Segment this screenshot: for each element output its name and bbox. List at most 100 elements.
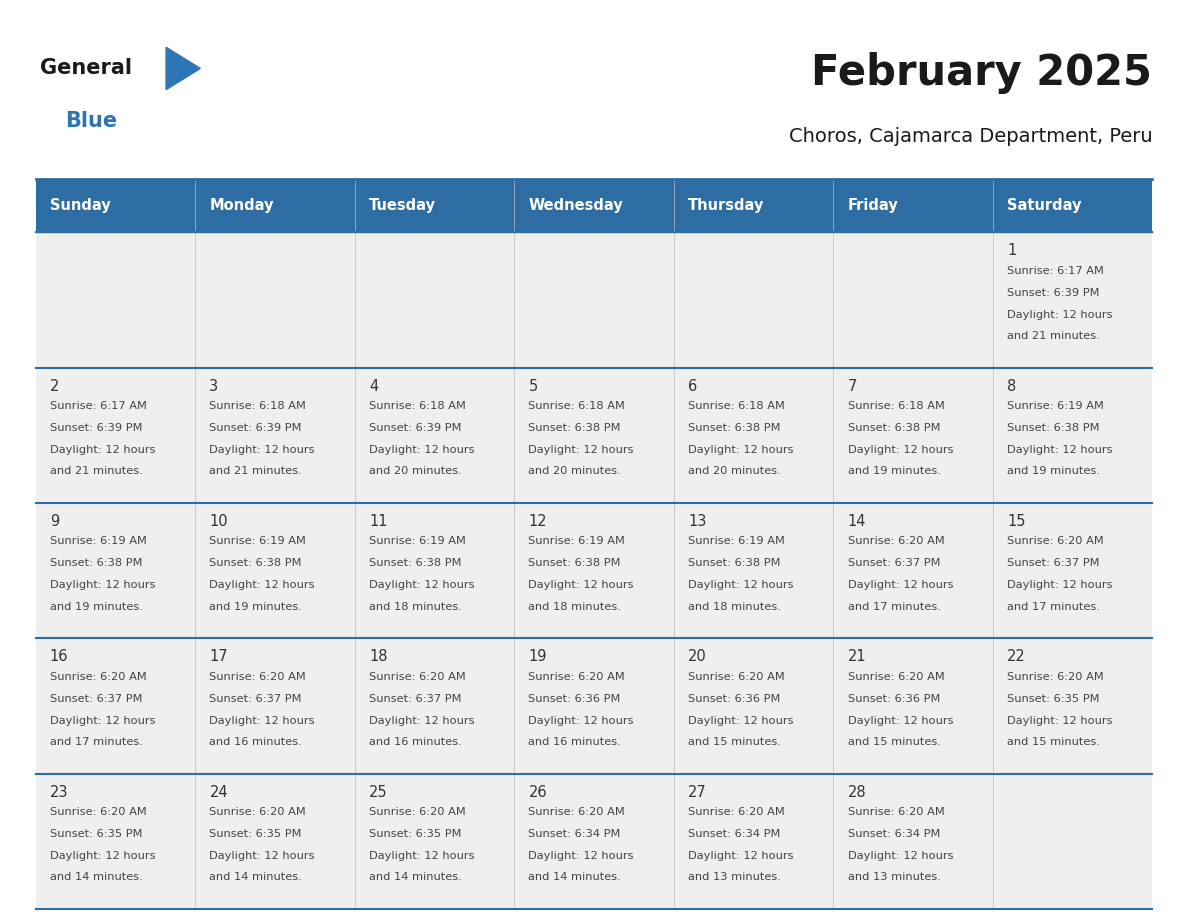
Text: and 14 minutes.: and 14 minutes. (369, 872, 462, 882)
Text: Daylight: 12 hours: Daylight: 12 hours (209, 716, 315, 726)
Text: 8: 8 (1007, 378, 1017, 394)
Text: Sunset: 6:38 PM: Sunset: 6:38 PM (50, 558, 143, 568)
Text: Sunrise: 6:20 AM: Sunrise: 6:20 AM (847, 672, 944, 682)
Text: Sunrise: 6:20 AM: Sunrise: 6:20 AM (847, 807, 944, 817)
Text: Blue: Blue (65, 111, 118, 131)
Text: Sunrise: 6:17 AM: Sunrise: 6:17 AM (1007, 266, 1104, 275)
Text: and 21 minutes.: and 21 minutes. (209, 466, 302, 476)
Text: Daylight: 12 hours: Daylight: 12 hours (369, 580, 474, 590)
Text: Sunset: 6:38 PM: Sunset: 6:38 PM (529, 558, 621, 568)
Text: Sunset: 6:37 PM: Sunset: 6:37 PM (50, 694, 143, 704)
Bar (36, 179, 1152, 232)
Text: 20: 20 (688, 649, 707, 665)
Text: and 19 minutes.: and 19 minutes. (209, 602, 302, 611)
Text: Sunset: 6:34 PM: Sunset: 6:34 PM (529, 829, 621, 839)
Text: Sunrise: 6:20 AM: Sunrise: 6:20 AM (847, 536, 944, 546)
Text: Sunrise: 6:20 AM: Sunrise: 6:20 AM (529, 807, 625, 817)
Text: Daylight: 12 hours: Daylight: 12 hours (1007, 580, 1113, 590)
Text: and 14 minutes.: and 14 minutes. (529, 872, 621, 882)
Text: and 21 minutes.: and 21 minutes. (50, 466, 143, 476)
Text: Sunset: 6:39 PM: Sunset: 6:39 PM (369, 423, 461, 433)
Text: Daylight: 12 hours: Daylight: 12 hours (369, 851, 474, 861)
Text: and 19 minutes.: and 19 minutes. (50, 602, 143, 611)
Text: Daylight: 12 hours: Daylight: 12 hours (369, 716, 474, 726)
Text: Sunrise: 6:19 AM: Sunrise: 6:19 AM (209, 536, 307, 546)
Text: and 15 minutes.: and 15 minutes. (1007, 737, 1100, 747)
Text: Daylight: 12 hours: Daylight: 12 hours (529, 580, 634, 590)
Text: Daylight: 12 hours: Daylight: 12 hours (50, 716, 156, 726)
Text: Sunset: 6:38 PM: Sunset: 6:38 PM (529, 423, 621, 433)
Text: Daylight: 12 hours: Daylight: 12 hours (1007, 716, 1113, 726)
Text: Saturday: Saturday (1007, 198, 1081, 213)
Text: Sunrise: 6:19 AM: Sunrise: 6:19 AM (1007, 401, 1104, 411)
Text: Sunset: 6:36 PM: Sunset: 6:36 PM (529, 694, 621, 704)
Text: General: General (40, 59, 132, 78)
Text: Sunrise: 6:20 AM: Sunrise: 6:20 AM (209, 672, 307, 682)
Text: Sunset: 6:39 PM: Sunset: 6:39 PM (50, 423, 143, 433)
Text: Daylight: 12 hours: Daylight: 12 hours (847, 580, 953, 590)
Text: Sunrise: 6:18 AM: Sunrise: 6:18 AM (688, 401, 785, 411)
Text: Sunrise: 6:20 AM: Sunrise: 6:20 AM (50, 672, 146, 682)
Text: and 16 minutes.: and 16 minutes. (369, 737, 462, 747)
Text: Tuesday: Tuesday (369, 198, 436, 213)
Text: Sunrise: 6:20 AM: Sunrise: 6:20 AM (688, 807, 785, 817)
Text: Daylight: 12 hours: Daylight: 12 hours (369, 445, 474, 455)
Text: and 20 minutes.: and 20 minutes. (688, 466, 781, 476)
Text: Sunset: 6:38 PM: Sunset: 6:38 PM (688, 423, 781, 433)
Text: 23: 23 (50, 785, 69, 800)
Text: 24: 24 (209, 785, 228, 800)
Text: Sunset: 6:37 PM: Sunset: 6:37 PM (1007, 558, 1100, 568)
Text: Sunrise: 6:17 AM: Sunrise: 6:17 AM (50, 401, 147, 411)
Text: Sunrise: 6:20 AM: Sunrise: 6:20 AM (1007, 536, 1104, 546)
Text: and 18 minutes.: and 18 minutes. (529, 602, 621, 611)
Text: 9: 9 (50, 514, 59, 529)
Text: Choros, Cajamarca Department, Peru: Choros, Cajamarca Department, Peru (789, 127, 1152, 146)
Text: Sunrise: 6:20 AM: Sunrise: 6:20 AM (50, 807, 146, 817)
Text: Sunset: 6:35 PM: Sunset: 6:35 PM (50, 829, 143, 839)
Text: Sunset: 6:38 PM: Sunset: 6:38 PM (1007, 423, 1100, 433)
Text: Sunrise: 6:18 AM: Sunrise: 6:18 AM (209, 401, 307, 411)
Text: Daylight: 12 hours: Daylight: 12 hours (50, 445, 156, 455)
Text: Daylight: 12 hours: Daylight: 12 hours (847, 445, 953, 455)
Text: and 14 minutes.: and 14 minutes. (209, 872, 302, 882)
Text: 27: 27 (688, 785, 707, 800)
Text: Daylight: 12 hours: Daylight: 12 hours (529, 851, 634, 861)
Text: Sunrise: 6:19 AM: Sunrise: 6:19 AM (529, 536, 625, 546)
Text: and 17 minutes.: and 17 minutes. (1007, 602, 1100, 611)
Text: Daylight: 12 hours: Daylight: 12 hours (688, 716, 794, 726)
Text: 19: 19 (529, 649, 546, 665)
Text: 26: 26 (529, 785, 548, 800)
Text: 13: 13 (688, 514, 707, 529)
Text: Monday: Monday (209, 198, 274, 213)
Text: Daylight: 12 hours: Daylight: 12 hours (688, 851, 794, 861)
Text: 28: 28 (847, 785, 866, 800)
Text: Sunset: 6:35 PM: Sunset: 6:35 PM (1007, 694, 1100, 704)
Text: Sunrise: 6:20 AM: Sunrise: 6:20 AM (369, 807, 466, 817)
Text: Sunset: 6:37 PM: Sunset: 6:37 PM (209, 694, 302, 704)
Text: and 13 minutes.: and 13 minutes. (847, 872, 941, 882)
Text: Daylight: 12 hours: Daylight: 12 hours (529, 716, 634, 726)
Text: Sunset: 6:38 PM: Sunset: 6:38 PM (369, 558, 461, 568)
Text: Daylight: 12 hours: Daylight: 12 hours (50, 851, 156, 861)
Text: Sunset: 6:37 PM: Sunset: 6:37 PM (847, 558, 940, 568)
Text: 22: 22 (1007, 649, 1025, 665)
Text: and 20 minutes.: and 20 minutes. (369, 466, 462, 476)
Text: Sunrise: 6:20 AM: Sunrise: 6:20 AM (529, 672, 625, 682)
Text: and 20 minutes.: and 20 minutes. (529, 466, 621, 476)
Text: and 14 minutes.: and 14 minutes. (50, 872, 143, 882)
Text: 7: 7 (847, 378, 857, 394)
Text: Daylight: 12 hours: Daylight: 12 hours (1007, 445, 1113, 455)
Text: Sunset: 6:34 PM: Sunset: 6:34 PM (847, 829, 940, 839)
Text: 4: 4 (369, 378, 378, 394)
Text: Daylight: 12 hours: Daylight: 12 hours (209, 445, 315, 455)
Text: 17: 17 (209, 649, 228, 665)
Text: 3: 3 (209, 378, 219, 394)
Text: 6: 6 (688, 378, 697, 394)
Text: and 15 minutes.: and 15 minutes. (847, 737, 941, 747)
Text: Sunrise: 6:18 AM: Sunrise: 6:18 AM (529, 401, 625, 411)
Text: Sunset: 6:38 PM: Sunset: 6:38 PM (847, 423, 940, 433)
Text: Daylight: 12 hours: Daylight: 12 hours (209, 580, 315, 590)
Text: Sunrise: 6:18 AM: Sunrise: 6:18 AM (369, 401, 466, 411)
Text: Sunset: 6:35 PM: Sunset: 6:35 PM (209, 829, 302, 839)
Text: and 21 minutes.: and 21 minutes. (1007, 331, 1100, 341)
